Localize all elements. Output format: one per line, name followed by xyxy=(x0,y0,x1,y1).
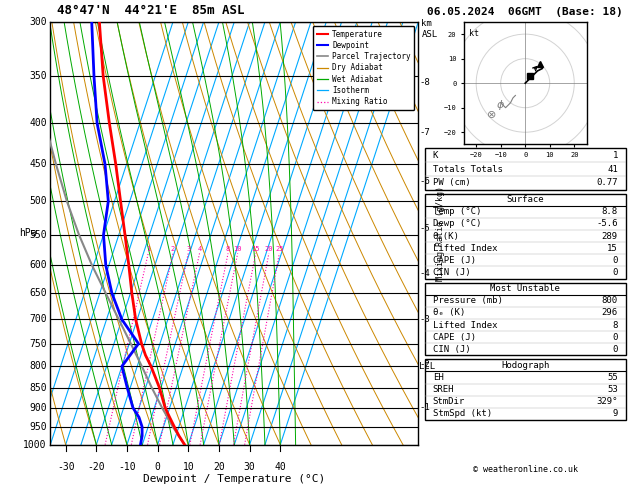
Text: K: K xyxy=(433,151,438,160)
Text: -8: -8 xyxy=(419,78,430,87)
Text: 9: 9 xyxy=(613,410,618,418)
Text: 4: 4 xyxy=(198,246,202,252)
Text: 15: 15 xyxy=(607,244,618,253)
Text: -30: -30 xyxy=(57,462,74,471)
Text: 15: 15 xyxy=(252,246,260,252)
Text: StmDir: StmDir xyxy=(433,398,465,406)
Text: EH: EH xyxy=(433,373,443,382)
Text: 55: 55 xyxy=(607,373,618,382)
Text: $\otimes$: $\otimes$ xyxy=(486,108,496,120)
Text: CIN (J): CIN (J) xyxy=(433,268,470,277)
Text: kt: kt xyxy=(469,29,479,38)
Text: -1: -1 xyxy=(419,403,430,412)
Text: 329°: 329° xyxy=(596,398,618,406)
Text: 800: 800 xyxy=(29,361,47,371)
Text: 48°47'N  44°21'E  85m ASL: 48°47'N 44°21'E 85m ASL xyxy=(57,4,244,17)
Text: 10: 10 xyxy=(182,462,194,471)
Text: $\phi$: $\phi$ xyxy=(496,98,505,112)
Text: 1000: 1000 xyxy=(23,440,47,450)
Text: 0: 0 xyxy=(155,462,160,471)
Text: 950: 950 xyxy=(29,422,47,432)
Text: 850: 850 xyxy=(29,382,47,393)
Text: 2: 2 xyxy=(171,246,175,252)
Text: 450: 450 xyxy=(29,159,47,169)
Text: LCL: LCL xyxy=(419,362,435,371)
Text: 750: 750 xyxy=(29,339,47,348)
Text: 53: 53 xyxy=(607,385,618,394)
Text: θₑ(K): θₑ(K) xyxy=(433,232,460,241)
Text: 06.05.2024  06GMT  (Base: 18): 06.05.2024 06GMT (Base: 18) xyxy=(427,7,623,17)
Text: 8: 8 xyxy=(226,246,230,252)
Text: 900: 900 xyxy=(29,403,47,413)
Text: 296: 296 xyxy=(602,309,618,317)
Text: -10: -10 xyxy=(118,462,136,471)
Text: -20: -20 xyxy=(87,462,105,471)
Text: 289: 289 xyxy=(602,232,618,241)
Text: SREH: SREH xyxy=(433,385,454,394)
Text: 3: 3 xyxy=(186,246,191,252)
Text: 0: 0 xyxy=(613,268,618,277)
Text: StmSpd (kt): StmSpd (kt) xyxy=(433,410,492,418)
Text: 20: 20 xyxy=(265,246,273,252)
Text: 350: 350 xyxy=(29,71,47,81)
Text: 30: 30 xyxy=(244,462,255,471)
Text: 41: 41 xyxy=(607,165,618,174)
Text: 1: 1 xyxy=(613,151,618,160)
Text: 8.8: 8.8 xyxy=(602,208,618,216)
Text: Dewp (°C): Dewp (°C) xyxy=(433,220,481,228)
Text: 550: 550 xyxy=(29,230,47,240)
Text: 600: 600 xyxy=(29,260,47,270)
Text: 10: 10 xyxy=(233,246,242,252)
Text: Surface: Surface xyxy=(506,195,544,204)
Text: -5.6: -5.6 xyxy=(596,220,618,228)
Text: Mixing Ratio (g/kg): Mixing Ratio (g/kg) xyxy=(436,186,445,281)
Text: CAPE (J): CAPE (J) xyxy=(433,333,476,342)
Legend: Temperature, Dewpoint, Parcel Trajectory, Dry Adiabat, Wet Adiabat, Isotherm, Mi: Temperature, Dewpoint, Parcel Trajectory… xyxy=(313,26,415,110)
Text: -3: -3 xyxy=(419,315,430,324)
Text: 500: 500 xyxy=(29,196,47,206)
Text: θₑ (K): θₑ (K) xyxy=(433,309,465,317)
Text: 20: 20 xyxy=(213,462,225,471)
Text: -2: -2 xyxy=(419,360,430,368)
Text: 0: 0 xyxy=(613,333,618,342)
Text: © weatheronline.co.uk: © weatheronline.co.uk xyxy=(473,465,577,474)
Text: 8: 8 xyxy=(613,321,618,330)
Text: PW (cm): PW (cm) xyxy=(433,178,470,187)
Text: 40: 40 xyxy=(274,462,286,471)
Text: 25: 25 xyxy=(275,246,284,252)
Text: -4: -4 xyxy=(419,269,430,278)
Text: 0: 0 xyxy=(613,345,618,354)
Text: 0.77: 0.77 xyxy=(596,178,618,187)
Text: Pressure (mb): Pressure (mb) xyxy=(433,296,503,305)
Text: Totals Totals: Totals Totals xyxy=(433,165,503,174)
Text: 400: 400 xyxy=(29,118,47,128)
Text: CIN (J): CIN (J) xyxy=(433,345,470,354)
Text: 650: 650 xyxy=(29,288,47,298)
Text: Dewpoint / Temperature (°C): Dewpoint / Temperature (°C) xyxy=(143,474,325,484)
Text: 1: 1 xyxy=(146,246,150,252)
Text: -6: -6 xyxy=(419,176,430,186)
Text: 0: 0 xyxy=(613,256,618,265)
Text: Lifted Index: Lifted Index xyxy=(433,244,497,253)
Text: Lifted Index: Lifted Index xyxy=(433,321,497,330)
Text: CAPE (J): CAPE (J) xyxy=(433,256,476,265)
Text: km
ASL: km ASL xyxy=(421,19,438,39)
Text: Hodograph: Hodograph xyxy=(501,361,549,370)
Text: 300: 300 xyxy=(29,17,47,27)
Text: -5: -5 xyxy=(419,224,430,233)
Text: -7: -7 xyxy=(419,128,430,137)
Text: 800: 800 xyxy=(602,296,618,305)
Text: Temp (°C): Temp (°C) xyxy=(433,208,481,216)
Text: Most Unstable: Most Unstable xyxy=(490,284,560,293)
Text: hPa: hPa xyxy=(19,228,37,238)
Text: 700: 700 xyxy=(29,314,47,325)
